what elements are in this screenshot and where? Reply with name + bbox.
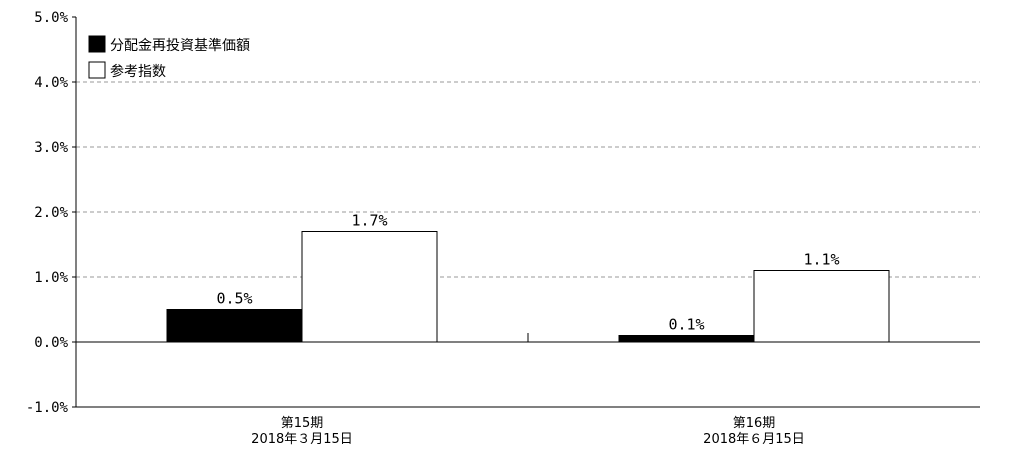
x-category-label: 第15期 — [281, 416, 324, 431]
data-label: 0.1% — [668, 316, 704, 334]
y-axis: 5.0% 4.0% 3.0% 2.0% 1.0% 0.0% -1.0% — [26, 10, 77, 416]
x-category-date: 2018年３月15日 — [251, 432, 353, 447]
legend-label: 参考指数 — [110, 63, 166, 80]
data-label: 0.5% — [216, 290, 252, 308]
data-label: 1.7% — [351, 212, 387, 230]
legend-swatch — [88, 35, 106, 53]
bar — [753, 270, 890, 343]
bar — [166, 309, 303, 343]
bar — [618, 335, 755, 343]
y-tick-label: 4.0% — [34, 75, 68, 91]
legend-label: 分配金再投資基準価額 — [110, 37, 250, 54]
y-tick-label: 3.0% — [34, 140, 68, 156]
y-tick-label: 5.0% — [34, 10, 68, 26]
bar — [301, 231, 438, 343]
gridlines — [76, 81, 980, 278]
y-tick-label: 1.0% — [34, 270, 68, 286]
y-tick-label: 0.0% — [34, 335, 68, 351]
data-label: 1.1% — [803, 251, 839, 269]
bars: 0.5% 1.7% 0.1% 1.1% — [166, 212, 890, 343]
x-category-label: 第16期 — [733, 416, 776, 431]
legend-swatch — [88, 61, 106, 79]
y-tick-label: -1.0% — [26, 400, 69, 416]
x-category-date: 2018年６月15日 — [703, 432, 805, 447]
y-tick-label: 2.0% — [34, 205, 68, 221]
